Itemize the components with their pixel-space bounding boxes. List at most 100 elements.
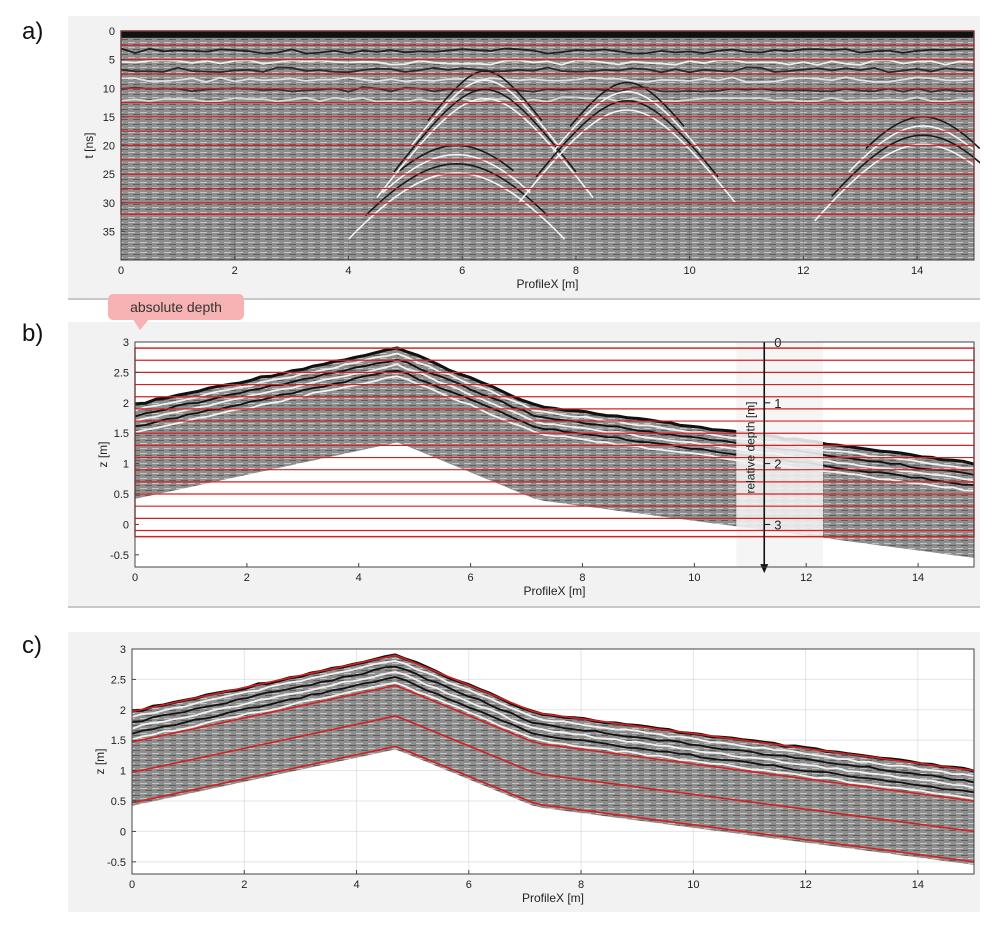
y-tick-label: 30 xyxy=(103,198,115,210)
panel-letter-a: a) xyxy=(22,18,44,45)
absolute-depth-callout: absolute depth xyxy=(108,294,244,320)
y-tick-label: 0 xyxy=(109,26,115,38)
reflection-band xyxy=(131,681,975,800)
hyperbola-0 xyxy=(347,172,566,240)
hyperbola-3 xyxy=(848,125,980,173)
x-tick-label: 10 xyxy=(684,265,696,277)
relative-slice-line xyxy=(131,684,975,802)
hyperbola-1 xyxy=(393,88,577,173)
hyperbola-2 xyxy=(569,81,685,127)
y-tick-label: 0 xyxy=(120,826,126,838)
reflection-band xyxy=(120,76,975,84)
x-tick-label: 14 xyxy=(912,572,924,584)
reflection-band xyxy=(120,86,975,93)
y-tick-label: 1.5 xyxy=(114,428,129,440)
x-tick-label: 10 xyxy=(687,879,699,891)
x-tick-label: 4 xyxy=(353,879,359,891)
reflection-band xyxy=(134,358,975,476)
x-tick-label: 0 xyxy=(129,879,135,891)
axes-frame xyxy=(131,648,975,875)
hyperbola-1 xyxy=(410,79,560,147)
reflection-band xyxy=(120,47,974,55)
y-tick-label: 2 xyxy=(123,398,129,410)
y-tick-label: 3 xyxy=(120,644,126,656)
hyperbola-2 xyxy=(552,90,702,153)
x-tick-label: 12 xyxy=(799,879,811,891)
x-tick-label: 8 xyxy=(573,265,579,277)
x-tick-label: 12 xyxy=(797,265,809,277)
reflection-band xyxy=(134,363,975,482)
chart-a-radargram: 0 2 4 6 8 10 12 14 0 5 10 15 20 25 30 35 ProfileX [m] t [… xyxy=(82,26,980,291)
y-tick-label: 5 xyxy=(109,55,115,67)
y-tick-label: 0 xyxy=(123,519,129,531)
x-tick-label: 10 xyxy=(688,572,700,584)
x-tick-label: 8 xyxy=(579,572,585,584)
y-tick-label: 2 xyxy=(120,705,126,717)
reflection-band xyxy=(120,66,975,74)
x-tick-label: 2 xyxy=(232,265,238,277)
relative-slice-line xyxy=(131,654,975,772)
x-tick-label: 6 xyxy=(466,879,472,891)
relative-tick-label: 2 xyxy=(774,457,781,472)
reflection-band xyxy=(120,59,975,66)
y-tick-label: 20 xyxy=(103,141,115,153)
reflection-band xyxy=(134,375,975,492)
reflection-band xyxy=(131,659,975,777)
x-tick-label: 8 xyxy=(578,879,584,891)
reflection-band xyxy=(131,676,975,794)
x-tick-label: 14 xyxy=(912,879,924,891)
relative-axis-strip xyxy=(736,340,823,567)
relative-tick-label: 1 xyxy=(774,396,781,411)
hyperbola-2 xyxy=(535,99,719,178)
arrow-head xyxy=(760,564,769,574)
x-axis-label: ProfileX [m] xyxy=(516,277,578,291)
y-axis-label: z [m] xyxy=(96,442,110,468)
panel-b-divider xyxy=(68,606,980,608)
x-axis-label: ProfileX [m] xyxy=(523,584,585,598)
y-tick-label: -0.5 xyxy=(107,857,126,869)
x-tick-label: 2 xyxy=(244,572,250,584)
panel-letter-c: c) xyxy=(22,632,42,659)
y-tick-label: 2.5 xyxy=(114,367,129,379)
relative-tick-label: 3 xyxy=(774,517,781,532)
panel-a-divider xyxy=(68,298,980,300)
hyperbola-1 xyxy=(427,70,543,122)
reflection-band xyxy=(134,352,974,470)
y-tick-label: 35 xyxy=(103,226,115,238)
y-tick-label: -0.5 xyxy=(110,550,129,562)
x-tick-label: 6 xyxy=(459,265,465,277)
callout-tail xyxy=(132,318,150,330)
y-axis-label: z [m] xyxy=(93,749,107,775)
y-tick-label: 1 xyxy=(120,766,126,778)
x-tick-label: 2 xyxy=(241,879,247,891)
reflection-band xyxy=(131,670,975,789)
y-tick-label: 25 xyxy=(103,169,115,181)
y-tick-label: 2.5 xyxy=(111,674,126,686)
x-tick-label: 4 xyxy=(345,265,351,277)
x-tick-label: 0 xyxy=(132,572,138,584)
hyperbola-3 xyxy=(814,143,980,222)
surface-reflection xyxy=(121,31,974,38)
y-tick-label: 3 xyxy=(123,337,129,349)
relative-slice-line xyxy=(131,715,975,833)
x-tick-label: 6 xyxy=(468,572,474,584)
y-tick-label: 1 xyxy=(123,459,129,471)
relative-depth-label: relative depth [m] xyxy=(743,402,757,494)
y-tick-label: 10 xyxy=(103,83,115,95)
reflection-band xyxy=(131,665,975,784)
x-tick-label: 14 xyxy=(911,265,923,277)
relative-slice-line xyxy=(131,745,975,863)
y-tick-label: 0.5 xyxy=(114,489,129,501)
y-tick-label: 15 xyxy=(103,112,115,124)
y-tick-label: 1.5 xyxy=(111,735,126,747)
axes-frame xyxy=(134,341,975,568)
radargram-body xyxy=(132,655,974,865)
hyperbola-3 xyxy=(831,134,980,197)
x-axis-label: ProfileX [m] xyxy=(522,891,584,905)
x-tick-label: 12 xyxy=(800,572,812,584)
y-axis-label: t [ns] xyxy=(82,132,96,158)
x-tick-label: 4 xyxy=(356,572,362,584)
x-tick-label: 0 xyxy=(118,265,124,277)
